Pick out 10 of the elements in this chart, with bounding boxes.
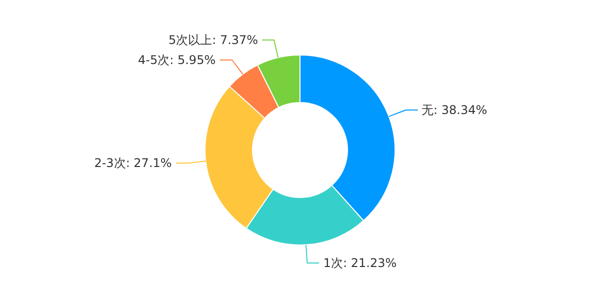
data-label: : 5.95% [170, 53, 216, 68]
slice-label: 无 [422, 102, 434, 117]
slice-label: 5次以上 [168, 33, 212, 48]
slice-label: 1次 [323, 256, 344, 270]
data-label: : 7.37% [212, 33, 258, 48]
slice-label: 4-5次 [138, 53, 170, 68]
data-label: : 21.23% [343, 256, 397, 270]
slice-label: 2-3次 [94, 156, 126, 170]
data-label: : 27.1% [126, 156, 172, 170]
data-label: : 38.34% [434, 102, 488, 117]
